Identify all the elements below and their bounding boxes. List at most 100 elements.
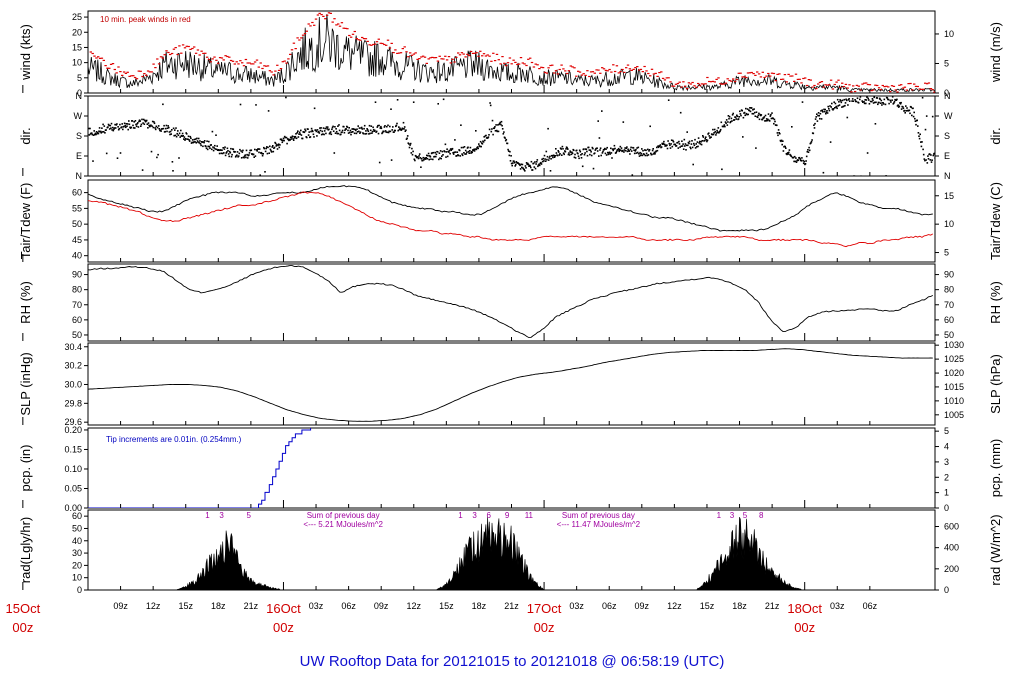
dir-point	[657, 145, 659, 147]
dir-point	[666, 147, 669, 150]
peak-mark	[637, 69, 641, 71]
dir-point	[867, 97, 869, 100]
dir-point	[190, 137, 192, 140]
peak-mark	[829, 79, 833, 81]
peak-mark	[562, 68, 565, 70]
dir-point	[829, 105, 831, 107]
dir-point	[717, 127, 720, 129]
dir-point	[786, 152, 789, 154]
dir-point	[647, 154, 650, 156]
dir-point	[711, 133, 714, 136]
dir-point	[415, 155, 417, 158]
day-label-hour: 00z	[794, 620, 815, 635]
dir-point	[752, 113, 755, 115]
dir-point	[762, 117, 765, 119]
dir-point	[399, 127, 401, 130]
dir-point	[863, 102, 866, 105]
peak-mark	[889, 91, 892, 93]
dir-point	[542, 157, 545, 160]
peak-mark	[97, 56, 100, 58]
dir-point	[888, 102, 890, 105]
time-tick-label: 09z	[113, 601, 128, 611]
dir-point	[933, 152, 935, 155]
dir-point	[175, 127, 177, 129]
peak-mark	[152, 63, 155, 65]
dir-point	[769, 115, 772, 117]
dir-point	[750, 107, 753, 109]
dir-point	[134, 120, 137, 122]
dir-point	[347, 129, 349, 132]
time-tick-label: 15z	[700, 601, 715, 611]
dir-point	[547, 127, 549, 130]
dir-point	[238, 152, 241, 155]
peak-mark	[925, 83, 929, 85]
dir-point	[785, 147, 787, 149]
dir-point	[505, 138, 508, 141]
peak-mark	[582, 73, 585, 75]
dir-point	[561, 154, 563, 156]
dir-point	[488, 128, 491, 131]
dir-point	[244, 154, 247, 156]
peak-mark	[813, 84, 816, 87]
dir-point	[811, 139, 813, 141]
dir-point	[704, 137, 706, 140]
dir-point	[346, 126, 349, 128]
peak-mark	[488, 55, 491, 57]
dir-point	[356, 131, 359, 133]
peak-mark	[545, 72, 548, 74]
dir-point	[383, 126, 386, 128]
right-tick-label: 1030	[944, 340, 964, 350]
peak-mark	[185, 45, 188, 47]
dir-point	[590, 151, 592, 153]
dir-point	[831, 102, 833, 105]
peak-mark	[287, 58, 290, 60]
peak-mark	[181, 44, 185, 46]
dir-point	[340, 133, 342, 136]
dir-point	[701, 140, 703, 142]
dir-point	[438, 158, 440, 161]
dir-point	[558, 151, 560, 153]
dir-point	[105, 129, 107, 131]
dir-point	[359, 131, 362, 133]
dir-point	[844, 104, 846, 107]
dir-point	[623, 151, 625, 153]
peak-mark	[785, 81, 788, 83]
dir-point	[871, 98, 874, 100]
peak-mark	[253, 61, 257, 63]
dir-point	[248, 152, 251, 154]
time-tick-label: 21z	[765, 601, 780, 611]
dir-point	[211, 130, 214, 133]
dir-point	[261, 152, 263, 155]
peak-mark	[420, 56, 423, 58]
dir-point	[573, 156, 576, 159]
dir-point	[793, 155, 796, 158]
dir-point	[208, 140, 210, 143]
dir-point	[409, 142, 412, 145]
peak-mark	[831, 88, 835, 90]
dir-point	[723, 124, 726, 126]
dir-point	[473, 150, 476, 152]
dir-point	[866, 96, 868, 99]
dir-point	[807, 151, 810, 153]
dir-point	[670, 139, 673, 141]
dir-point	[277, 143, 280, 145]
peak-mark	[601, 67, 604, 69]
peak-mark	[641, 71, 644, 73]
dir-point	[276, 143, 278, 146]
dir-point	[151, 125, 153, 127]
dir-point	[268, 152, 270, 154]
dir-point	[156, 156, 158, 159]
dir-point	[828, 109, 831, 112]
hour-marker: 1	[205, 511, 210, 520]
dir-point	[202, 145, 204, 148]
dir-point	[510, 155, 512, 157]
dir-point	[111, 126, 114, 129]
dir-point	[924, 128, 927, 131]
dir-point	[335, 130, 338, 133]
dir-point	[613, 144, 616, 147]
dir-point	[803, 160, 806, 163]
peak-mark	[451, 58, 454, 60]
dir-point	[274, 141, 276, 144]
left-tick-label: 25	[72, 12, 82, 22]
